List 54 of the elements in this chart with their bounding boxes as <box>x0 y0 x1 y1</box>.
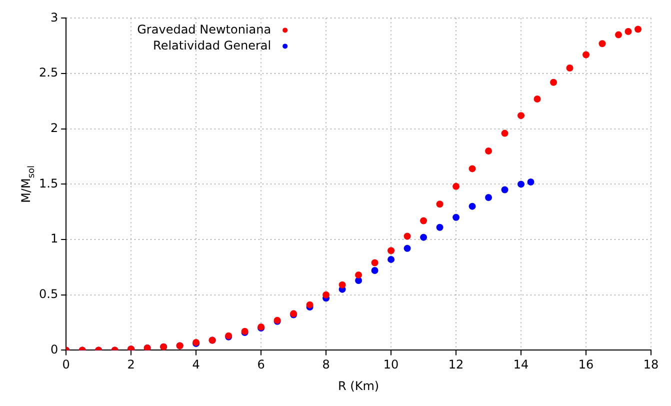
point <box>527 178 534 186</box>
point <box>452 182 460 190</box>
y-axis-title: M/Msol <box>19 165 37 203</box>
x-tick-label: 0 <box>62 358 70 372</box>
point <box>566 64 574 72</box>
y-tick-label: 1.5 <box>38 176 58 190</box>
x-tick-label: 14 <box>513 358 529 372</box>
x-tick-label: 6 <box>257 358 265 372</box>
x-axis-title: R (Km) <box>338 378 380 393</box>
point <box>550 78 558 86</box>
x-tick-label: 12 <box>448 358 464 372</box>
point <box>452 214 460 221</box>
point <box>388 256 395 263</box>
x-tick-label: 10 <box>383 358 399 372</box>
x-tick-label: 18 <box>643 358 659 372</box>
y-tick-label: 2.5 <box>38 66 58 80</box>
point <box>468 165 476 172</box>
x-tick-label: 4 <box>192 358 200 372</box>
point <box>501 130 508 137</box>
point <box>371 259 378 266</box>
legend-label: Gravedad Newtoniana <box>137 22 272 36</box>
point <box>485 194 492 201</box>
point <box>485 148 492 154</box>
point <box>615 31 622 38</box>
point <box>468 202 476 210</box>
y-tick-label: 3 <box>50 10 58 24</box>
point <box>582 51 590 58</box>
point <box>518 180 525 188</box>
y-tick-label: 0 <box>50 342 58 356</box>
point <box>371 267 378 274</box>
point <box>322 291 330 298</box>
point <box>436 200 444 208</box>
point <box>355 271 362 278</box>
point <box>338 281 346 288</box>
point <box>518 112 525 120</box>
point <box>420 234 428 241</box>
x-tick-label: 16 <box>578 358 594 372</box>
x-tick-label: 2 <box>127 358 135 372</box>
x-tick-label: 8 <box>322 358 330 372</box>
y-tick-label: 0.5 <box>38 286 58 301</box>
y-tick-label: 1 <box>50 232 58 246</box>
legend-label: Relatividad General <box>153 38 272 52</box>
point <box>634 26 642 33</box>
point <box>420 217 428 224</box>
point <box>534 95 541 102</box>
y-tick-label: 2 <box>50 120 58 135</box>
point <box>388 247 395 254</box>
point <box>501 186 508 194</box>
point <box>598 40 606 48</box>
point <box>404 244 411 252</box>
point <box>404 232 411 240</box>
point <box>306 301 314 308</box>
point <box>624 28 632 35</box>
point <box>436 224 444 231</box>
